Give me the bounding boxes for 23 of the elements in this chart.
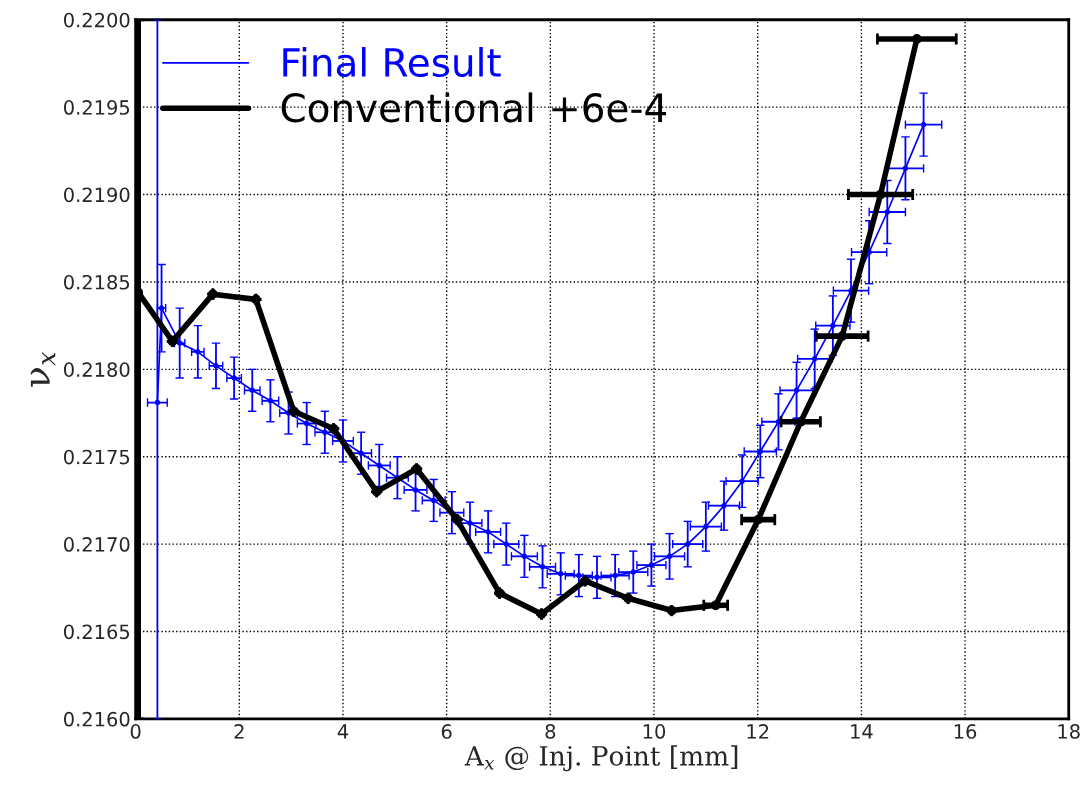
x-tick-label: 14 [851, 724, 873, 739]
x-axis-title: A$_{x}$ @ Inj. Point [mm] [464, 745, 738, 772]
y-tick-label: 0.2165 [64, 624, 130, 640]
y-tick-label: 0.2185 [64, 274, 130, 290]
x-tick-label: 2 [234, 724, 244, 739]
x-tick-label: 0 [130, 724, 141, 739]
x-tick-label: 12 [747, 724, 769, 739]
y-tick-label: 0.2190 [64, 187, 130, 203]
x-tick-label: 10 [643, 724, 666, 739]
x-tick-label: 18 [1058, 724, 1080, 739]
x-tick-label: 6 [441, 724, 452, 739]
y-tick-label: 0.2180 [64, 362, 130, 377]
legend-label: Final Result [283, 46, 501, 78]
x-tick-label: 4 [337, 724, 349, 739]
y-axis-title: ν$_{x}$ [30, 351, 56, 387]
legend-label: Conventional +6e-4 [281, 92, 667, 123]
y-tick-label: 0.2200 [64, 12, 130, 28]
y-tick-label: 0.2160 [64, 711, 130, 727]
y-tick-label: 0.2175 [64, 449, 130, 465]
y-tick-label: 0.2170 [64, 537, 130, 552]
x-tick-label: 8 [545, 724, 556, 739]
y-tick-label: 0.2195 [64, 100, 130, 115]
x-tick-label: 16 [954, 724, 977, 739]
